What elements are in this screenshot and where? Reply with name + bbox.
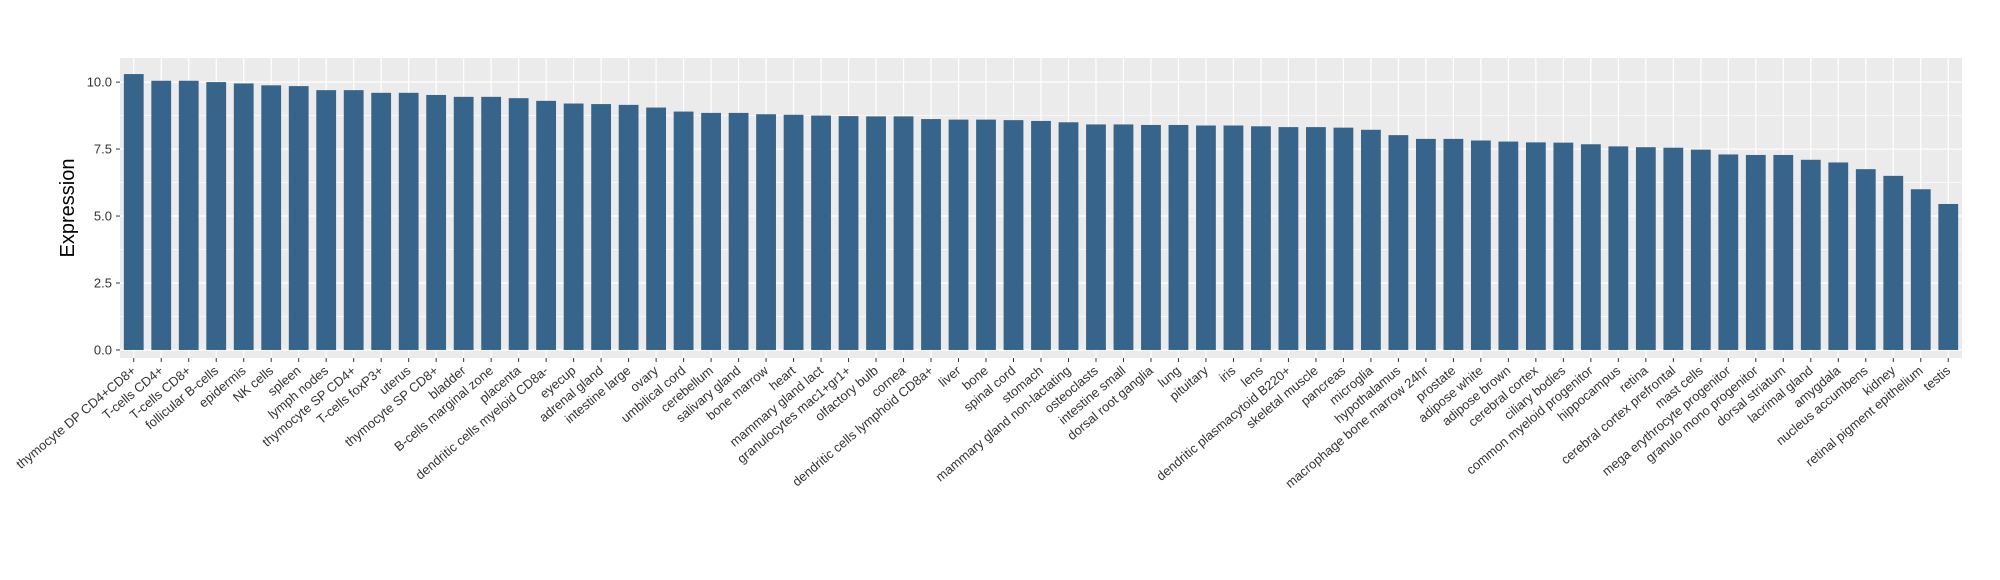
bar	[371, 92, 392, 350]
bar	[838, 116, 859, 350]
bar	[1828, 162, 1849, 350]
y-tick-label: 0.0	[94, 342, 112, 357]
y-tick-label: 10.0	[87, 75, 112, 90]
bar	[481, 96, 502, 350]
bar	[1938, 203, 1959, 350]
bar	[1855, 169, 1876, 350]
x-tick-label: liver	[936, 362, 964, 389]
bar	[1580, 144, 1601, 350]
bar	[316, 90, 337, 350]
bar	[206, 82, 227, 350]
bar	[1196, 125, 1216, 350]
bar	[1113, 124, 1134, 350]
bar	[508, 98, 529, 350]
bar	[1443, 138, 1464, 350]
bar	[1690, 149, 1711, 350]
bar	[1553, 142, 1574, 350]
bar	[1306, 127, 1326, 350]
bar	[1470, 140, 1491, 350]
x-tick-label: testis	[1920, 362, 1953, 393]
bar	[1663, 147, 1684, 350]
bar	[1031, 120, 1051, 350]
bar	[1718, 154, 1739, 350]
bar	[1223, 125, 1244, 350]
x-tick-label: thymocyte DP CD4+CD8+	[13, 363, 139, 472]
bar	[893, 116, 914, 350]
bar	[1278, 127, 1299, 350]
bar	[1883, 175, 1904, 350]
bar	[673, 111, 694, 350]
bar	[976, 119, 996, 350]
bar	[783, 114, 804, 350]
bar	[811, 115, 831, 350]
bar	[921, 119, 941, 350]
bar	[618, 104, 639, 350]
bar	[1388, 135, 1409, 350]
bar	[1773, 154, 1794, 350]
bar	[646, 107, 667, 350]
bar	[1608, 146, 1629, 350]
bar	[728, 112, 749, 350]
bar	[1058, 122, 1079, 350]
bar	[591, 104, 612, 350]
y-axis-ticks: 0.0 2.5 5.0 7.5 10.0	[87, 75, 120, 357]
bars	[123, 74, 1959, 350]
bar	[288, 86, 309, 350]
y-tick-label: 7.5	[94, 142, 112, 157]
bar	[1745, 154, 1766, 350]
bar	[1498, 141, 1519, 350]
bar	[151, 80, 172, 350]
bar	[701, 112, 721, 350]
bar	[343, 90, 364, 350]
y-tick-label: 5.0	[94, 209, 112, 224]
bar	[398, 92, 419, 350]
bar	[1361, 129, 1381, 350]
bar	[426, 94, 447, 350]
bar	[948, 119, 969, 350]
x-axis-ticks: thymocyte DP CD4+CD8+T-cells CD4+T-cells…	[13, 358, 1954, 491]
bar	[123, 74, 144, 350]
y-tick-label: 2.5	[94, 276, 112, 291]
bar	[1635, 147, 1656, 350]
bar	[563, 103, 584, 350]
bar	[233, 83, 254, 350]
bar	[178, 80, 199, 350]
bar	[261, 85, 282, 350]
bar	[1800, 159, 1821, 350]
bar	[756, 114, 776, 350]
bar	[536, 100, 557, 350]
bar	[1333, 127, 1354, 350]
bar	[453, 96, 474, 350]
bar	[1910, 189, 1931, 350]
bar	[1141, 124, 1161, 350]
bar	[866, 116, 886, 350]
bar	[1086, 124, 1106, 350]
bar	[1525, 142, 1546, 350]
bar	[1415, 138, 1436, 350]
bar	[1251, 126, 1271, 350]
y-axis-title: Expression	[57, 159, 79, 258]
bar	[1168, 124, 1189, 350]
bar	[1003, 120, 1024, 350]
x-tick-label: iris	[1216, 362, 1239, 384]
